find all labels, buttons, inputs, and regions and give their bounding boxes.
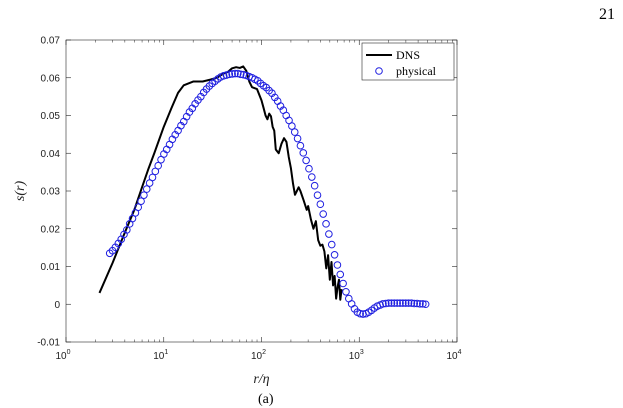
x-tick-label: 100 [55, 349, 70, 362]
data-point-physical [154, 161, 162, 170]
y-axis-label: s(r) [13, 181, 28, 202]
data-point-physical [234, 69, 242, 78]
data-point-physical [148, 173, 157, 182]
data-point-physical [404, 299, 413, 307]
data-point-physical [390, 299, 399, 307]
data-point-physical [399, 299, 407, 307]
data-point-physical [379, 300, 387, 308]
legend-physical-label: physical [396, 64, 437, 78]
data-point-physical [336, 270, 345, 279]
data-point-physical [222, 71, 231, 79]
data-point-physical [305, 164, 313, 173]
data-point-physical [416, 300, 424, 308]
data-point-physical [342, 287, 350, 296]
y-tick-label: 0.06 [41, 73, 61, 84]
data-point-physical [387, 299, 396, 307]
data-point-physical [407, 299, 416, 307]
x-axis-label: r/η [253, 372, 269, 387]
data-point-physical [316, 200, 325, 209]
data-point-physical [228, 70, 236, 78]
data-point-physical [384, 299, 393, 307]
y-tick-label: 0 [54, 300, 60, 311]
data-point-physical [123, 226, 131, 234]
y-tick-label: -0.01 [37, 338, 60, 349]
data-point-physical [333, 261, 342, 269]
x-tick-label: 103 [349, 349, 364, 362]
x-tick-label: 101 [153, 349, 168, 362]
data-point-physical [142, 185, 151, 193]
data-point-physical [296, 141, 305, 150]
data-point-physical [219, 72, 228, 80]
y-tick-label: 0.07 [41, 36, 61, 47]
data-point-physical [140, 191, 148, 199]
data-point-physical [413, 299, 421, 308]
data-point-physical [393, 299, 401, 307]
y-tick-label: 0.03 [41, 187, 61, 198]
data-point-physical [410, 299, 419, 308]
y-tick-label: 0.01 [41, 262, 61, 273]
data-point-physical [322, 220, 330, 228]
data-point-physical [310, 181, 319, 190]
data-point-physical [319, 210, 327, 218]
data-point-physical [382, 299, 390, 308]
data-point-physical [134, 203, 143, 212]
data-point-physical [339, 279, 347, 288]
data-point-physical [308, 173, 316, 181]
data-point-physical [356, 309, 364, 318]
data-point-physical [137, 197, 145, 205]
x-axis: 100 101 102 103 104 [55, 40, 462, 362]
data-point-physical [396, 299, 404, 307]
data-point-physical [288, 122, 296, 130]
data-point-physical [231, 69, 239, 78]
data-point-physical [236, 70, 245, 79]
data-point-physical [421, 300, 430, 309]
y-axis: -0.01 0 0.01 0.02 0.03 0.04 0.05 0.06 0.07 [37, 36, 457, 349]
data-point-physical [330, 251, 339, 259]
data-point-physical [313, 191, 322, 199]
series-line-dns [98, 65, 343, 301]
data-point-physical [401, 299, 410, 307]
x-tick-label: 104 [446, 349, 461, 362]
y-tick-label: 0.04 [41, 149, 61, 160]
y-tick-label: 0.05 [41, 111, 61, 122]
data-point-physical [302, 156, 310, 165]
legend-dns-label: DNS [396, 48, 420, 62]
figure-caption: (a) [258, 392, 274, 407]
legend: DNS physical [361, 42, 455, 81]
data-point-physical [290, 128, 299, 136]
data-point-physical [418, 300, 427, 308]
data-point-physical [299, 149, 308, 157]
page-number: 21 [599, 6, 615, 23]
data-point-physical [225, 70, 234, 79]
plot-area [65, 39, 458, 343]
x-tick-label: 102 [251, 349, 266, 362]
data-point-physical [293, 134, 302, 143]
legend-physical-marker [375, 67, 383, 75]
data-point-physical [327, 240, 336, 249]
data-point-physical [325, 230, 333, 238]
series-layer [98, 65, 430, 318]
y-tick-label: 0.02 [41, 224, 61, 235]
